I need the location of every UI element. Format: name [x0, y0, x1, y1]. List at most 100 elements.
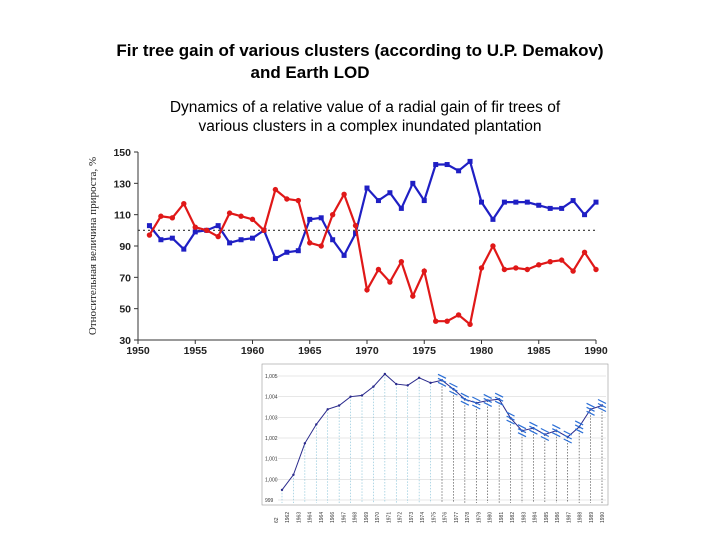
x-tick-label: 1960	[241, 345, 265, 357]
inset-hatch-mark	[586, 410, 595, 416]
blue-point	[570, 198, 576, 204]
red-point	[433, 318, 439, 324]
red-point	[158, 213, 164, 219]
blue-point	[158, 237, 164, 243]
x-tick-label: 1980	[470, 345, 494, 357]
blue-point	[169, 235, 175, 241]
blue-point	[559, 205, 565, 211]
inset-x-tick-label: 1984	[533, 512, 539, 523]
red-point	[215, 233, 221, 240]
inset-hatch-mark	[552, 432, 561, 438]
red-point	[284, 196, 290, 202]
inset-lod-point	[303, 442, 307, 445]
inset-lod-point	[315, 423, 318, 426]
inset-hatch-mark	[506, 411, 515, 417]
inset-x-tick-label: 1975	[431, 512, 437, 523]
inset-x-tick-label: 1976	[443, 512, 449, 523]
red-point	[329, 211, 336, 218]
inset-hatch-mark	[597, 406, 607, 413]
inset-hatch-mark	[529, 425, 538, 431]
y-tick-label: 150	[113, 147, 131, 159]
inset-hatch-mark	[472, 400, 481, 406]
x-tick-label: 1990	[584, 345, 608, 357]
red-point	[467, 321, 473, 328]
inset-y-tick-label: 999	[265, 498, 274, 504]
inset-hatch-mark	[574, 420, 584, 426]
blue-point	[353, 230, 359, 236]
y-tick-label: 70	[119, 272, 131, 284]
red-point	[410, 293, 416, 299]
inset-hatch-mark	[586, 406, 595, 412]
y-tick-label: 30	[119, 335, 131, 347]
inset-hatch-mark	[529, 429, 538, 435]
blue-point	[341, 252, 347, 258]
y-tick-label: 130	[113, 178, 131, 190]
blue-point	[284, 249, 290, 255]
red-point	[478, 265, 485, 271]
inset-hatch-mark	[597, 398, 607, 405]
y-axis-label: Относительная величина прироста, %	[87, 157, 99, 335]
inset-x-tick-label: 1964	[308, 512, 314, 523]
x-tick-label: 1965	[298, 345, 322, 357]
inset-lod-point	[326, 408, 329, 411]
blue-point	[307, 216, 313, 222]
inset-x-tick-label: 1978	[465, 512, 471, 523]
blue-point	[524, 199, 530, 205]
blue-point	[250, 235, 255, 241]
inset-x-tick-label: 1972	[398, 512, 404, 523]
red-point	[558, 257, 565, 263]
red-point	[375, 266, 382, 273]
inset-hatch-mark	[563, 438, 572, 444]
inset-lod-point	[395, 382, 398, 386]
red-point	[524, 266, 530, 273]
red-point	[547, 258, 553, 265]
blue-point	[192, 229, 198, 235]
inset-hatch-mark	[494, 392, 504, 398]
blue-point	[479, 199, 484, 205]
red-point	[421, 268, 427, 274]
title-line-2: and Earth LOD	[250, 63, 370, 82]
inset-hatch-mark	[494, 400, 504, 406]
inset-lod-point	[417, 376, 421, 379]
inset-frame	[261, 363, 609, 506]
red-point	[226, 210, 233, 216]
red-point	[490, 243, 496, 249]
blue-point	[330, 237, 336, 243]
blue-point	[227, 240, 233, 246]
red-point	[295, 197, 301, 204]
inset-x-tick-label: 1974	[420, 512, 426, 523]
inset-hatch-mark	[540, 431, 550, 438]
blue-point	[582, 212, 588, 218]
inset-lod-point	[292, 473, 295, 476]
series-line-red	[148, 187, 597, 327]
red-point	[238, 213, 244, 219]
inset-x-tick-label: 1989	[589, 512, 595, 523]
blue-point	[272, 256, 278, 262]
inset-x-tick-label: 1962	[285, 512, 291, 523]
inset-hatch-mark	[437, 377, 447, 383]
inset-lod-point	[349, 395, 352, 398]
inset-hatch-mark	[552, 428, 561, 434]
inset-hatch-mark	[517, 424, 527, 430]
inset-hatch-mark	[449, 382, 458, 388]
blue-point	[513, 199, 519, 205]
red-point	[593, 266, 599, 273]
inset-hatch-mark	[540, 435, 550, 442]
red-point	[204, 227, 210, 234]
blue-point	[456, 168, 462, 174]
blue-point	[490, 216, 496, 222]
subtitle-line-2: various clusters in a complex inundated …	[198, 118, 542, 135]
inset-lod-point	[360, 394, 364, 397]
x-tick-label: 1970	[355, 345, 379, 357]
title-line-1: Fir tree gain of various clusters (accor…	[116, 41, 604, 60]
inset-lod-point	[429, 381, 432, 385]
red-point	[364, 287, 370, 293]
y-tick-label: 90	[119, 241, 131, 253]
inset-hatch-mark	[449, 390, 458, 396]
inset-y-tick-label: 1,001	[265, 457, 278, 463]
inset-x-tick-label: 1973	[409, 512, 415, 523]
blue-point	[547, 205, 553, 211]
inset-hatch-mark	[483, 401, 492, 407]
inset-hatch-mark	[437, 373, 447, 379]
x-tick-label: 1955	[184, 345, 208, 357]
